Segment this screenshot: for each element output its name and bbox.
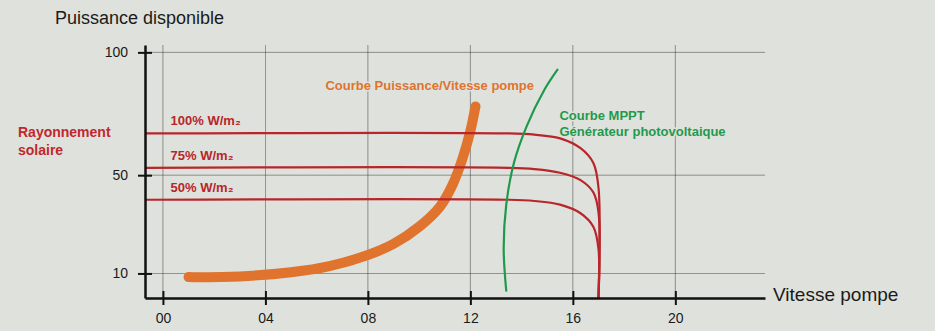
y-tick: 50: [112, 167, 152, 183]
x-tick: 08: [361, 291, 377, 326]
y-axis-title: Puissance disponible: [55, 8, 224, 28]
x-tick: 16: [566, 291, 582, 326]
x-tick-label: 04: [258, 310, 274, 326]
x-tick-mark: [162, 291, 164, 305]
grid-line: [162, 45, 163, 298]
background: [0, 0, 935, 331]
series-line: [145, 199, 599, 298]
series-labels: 100% W/m₂ 75% W/m₂ 50% W/m₂ Courbe Puissanc…: [171, 78, 726, 194]
grid-line: [145, 52, 765, 53]
y-tick-label: 10: [112, 265, 128, 281]
series-line: [145, 133, 600, 298]
plot-area: [145, 70, 600, 298]
series-label: 100% W/m₂: [171, 113, 241, 128]
series-label: Courbe MPPTGénérateur photovoltaique: [559, 108, 725, 139]
x-tick: 00: [156, 291, 172, 326]
series-label: 75% W/m₂: [171, 148, 234, 163]
y-axis: 10 50 100: [105, 44, 152, 298]
series-line: [504, 70, 558, 291]
annotation: Rayonnementsolaire: [18, 124, 111, 158]
x-tick-mark: [265, 291, 267, 305]
y-tick: 10: [112, 265, 152, 281]
x-axis: 00 04 08 12 16 20: [146, 291, 766, 326]
x-tick-mark: [470, 291, 472, 305]
x-tick-label: 16: [566, 310, 582, 326]
y-tick-mark: [138, 175, 152, 177]
x-tick-mark: [367, 291, 369, 305]
x-tick-mark: [675, 291, 677, 305]
y-axis-line: [144, 46, 147, 299]
y-tick-mark: [138, 52, 152, 54]
series-label: 50% W/m₂: [171, 180, 234, 195]
series-label: Courbe Puissance/Vitesse pompe: [325, 78, 534, 93]
x-tick: 04: [258, 291, 274, 326]
x-tick-mark: [572, 291, 574, 305]
x-axis-title: Vitesse pompe: [773, 284, 898, 305]
series-line: [145, 167, 600, 298]
grid-line: [572, 45, 573, 298]
x-tick-label: 12: [463, 310, 479, 326]
grid: [145, 45, 765, 298]
y-tick: 100: [105, 44, 152, 60]
x-tick: 20: [668, 291, 684, 326]
chart: 00 04 08 12 16 20 10 50 100 Puissance disponible V…: [0, 0, 935, 331]
grid-line: [675, 45, 676, 298]
x-tick-label: 20: [668, 310, 684, 326]
x-tick-label: 08: [361, 310, 377, 326]
y-tick-label: 50: [112, 167, 128, 183]
x-tick: 12: [463, 291, 479, 326]
x-tick-label: 00: [156, 310, 172, 326]
y-tick-mark: [138, 273, 152, 275]
y-tick-label: 100: [105, 44, 129, 60]
grid-line: [265, 45, 266, 298]
x-axis-line: [146, 297, 766, 300]
